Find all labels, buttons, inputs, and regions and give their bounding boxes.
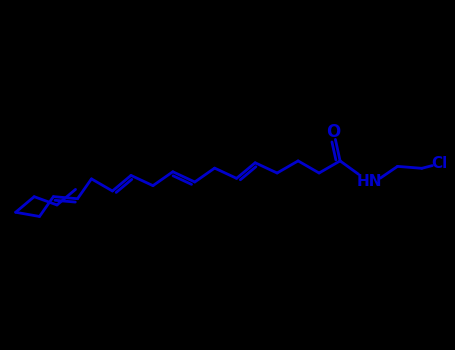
Text: HN: HN	[357, 174, 382, 189]
Text: O: O	[326, 122, 340, 141]
Text: Cl: Cl	[431, 156, 447, 171]
